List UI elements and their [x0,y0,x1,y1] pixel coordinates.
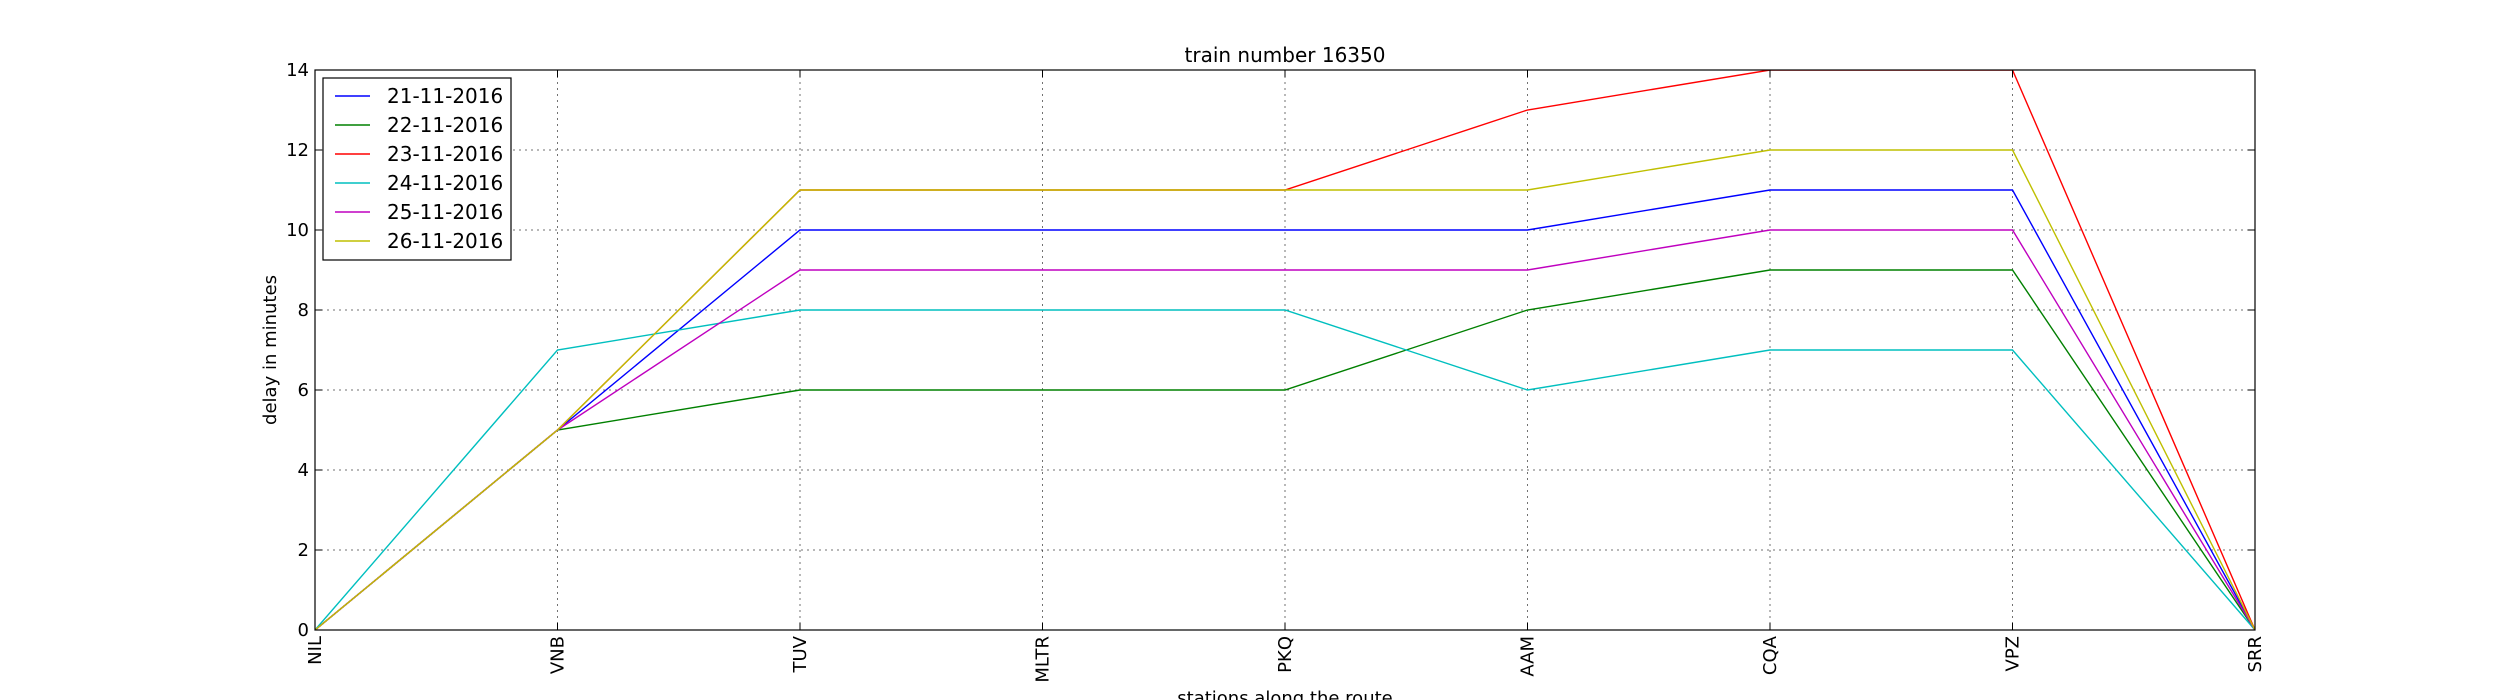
y-tick-label: 4 [298,460,309,481]
y-tick-label: 14 [286,60,309,81]
y-tick-label: 2 [298,540,309,561]
y-axis-title: delay in minutes [260,275,281,425]
x-tick-label: PKQ [1275,636,1296,673]
series-line-5 [315,229,2255,630]
y-tick-label: 12 [286,140,309,161]
series-line-6 [315,149,2255,630]
x-tick-labels: NIL VNB TUV MLTR PKQ AAM CQA VPZ SRR [305,635,2266,682]
x-tick-label: MLTR [1033,636,1054,683]
plot-area [315,70,2255,630]
x-tick-label: TUV [790,635,811,673]
y-tick-labels: 0 2 4 6 8 10 12 14 [286,60,309,641]
legend-label: 21-11-2016 [387,84,503,108]
axis-ticks [314,69,2256,631]
x-tick-label: VPZ [2003,636,2024,672]
series-group [315,70,2255,630]
legend-label: 23-11-2016 [387,142,503,166]
y-tick-label: 10 [286,220,309,241]
y-tick-label: 0 [298,620,309,641]
x-axis-title: stations along the route [1177,688,1392,700]
series-line-2 [315,269,2255,630]
legend-label: 22-11-2016 [387,113,503,137]
legend-frame [322,77,512,261]
chart-title: train number 16350 [1185,43,1386,67]
series-line-4 [315,309,2255,630]
legend: 21-11-2016 22-11-2016 23-11-2016 24-11-2016… [322,77,512,261]
x-tick-label: VNB [548,636,569,674]
legend-label: 24-11-2016 [387,171,503,195]
legend-label: 25-11-2016 [387,200,503,224]
x-tick-label: NIL [305,636,326,665]
y-tick-label: 8 [298,300,309,321]
x-tick-label: AAM [1518,636,1539,677]
y-tick-label: 6 [298,380,309,401]
series-line-1 [315,189,2255,630]
legend-label: 26-11-2016 [387,229,503,253]
x-tick-label: CQA [1760,635,1781,675]
x-tick-label: SRR [2245,636,2266,672]
